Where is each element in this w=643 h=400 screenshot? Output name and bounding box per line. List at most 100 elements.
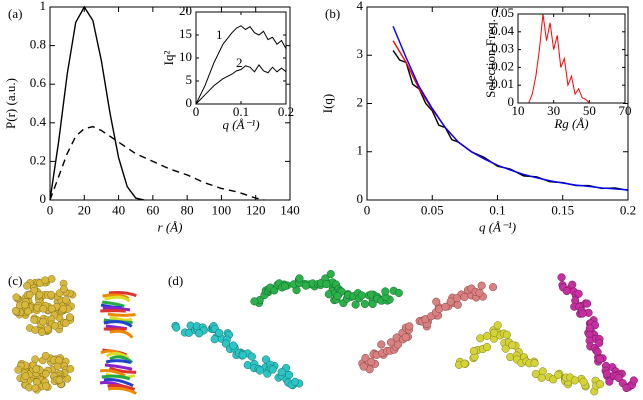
bead	[579, 377, 588, 386]
x-tick-label: 10	[512, 103, 525, 118]
bead	[172, 323, 181, 332]
inset-background	[518, 14, 625, 103]
y-tick-label: 1	[40, 0, 47, 13]
x-axis-label: q (Å⁻¹)	[479, 220, 516, 235]
y-tick-label: 0	[40, 191, 47, 206]
bead	[247, 352, 256, 361]
bead	[357, 291, 366, 300]
atom	[21, 300, 29, 309]
bead	[432, 297, 441, 306]
bead	[488, 283, 498, 292]
ribbon	[105, 352, 130, 360]
atom	[47, 290, 55, 299]
bead	[596, 380, 605, 389]
curve-annotation: 2	[236, 55, 243, 70]
y-tick-label: 0.05	[491, 5, 514, 20]
y-tick-label: 0.02	[491, 58, 514, 73]
x-tick-label: 0.2	[620, 203, 636, 218]
bead	[629, 376, 638, 385]
y-tick-label: 1	[357, 143, 364, 158]
bead	[595, 354, 605, 363]
ribbon	[102, 300, 125, 308]
atom	[47, 275, 56, 283]
bead	[583, 299, 592, 308]
panel-label: (d)	[168, 273, 183, 288]
atom	[62, 296, 70, 304]
ribbon	[107, 312, 136, 317]
bead	[490, 328, 499, 337]
x-axis-label: r (Å)	[158, 220, 183, 235]
atom	[42, 382, 50, 390]
ribbon	[99, 368, 126, 377]
atom	[51, 321, 59, 330]
plot-frame	[49, 6, 291, 201]
data-line	[49, 125, 265, 201]
atom	[21, 372, 30, 381]
bead	[453, 300, 462, 309]
atom	[25, 290, 34, 299]
y-tick-label: 0.04	[491, 23, 514, 38]
bead	[333, 291, 342, 300]
x-tick-label: 0.05	[421, 203, 444, 218]
bead	[537, 373, 546, 382]
x-tick-label: 40	[112, 203, 125, 218]
x-axis-label: q (Å⁻¹)	[222, 117, 259, 132]
bead	[452, 294, 462, 303]
y-axis-label: P(r) (a.u.)	[3, 78, 18, 129]
x-tick-label: 60	[146, 203, 159, 218]
y-tick-label: 0.03	[491, 41, 514, 56]
bead	[280, 282, 289, 291]
bead	[291, 377, 300, 386]
atom	[41, 276, 49, 285]
ribbon	[103, 320, 133, 328]
molecule-images	[11, 270, 638, 396]
bead	[614, 373, 623, 382]
data-line	[392, 40, 498, 166]
atom	[60, 285, 68, 293]
x-tick-label: 80	[181, 203, 194, 218]
bead	[477, 281, 486, 290]
y-axis-label: I(q)	[320, 94, 335, 114]
y-axis-label: Iq²	[161, 51, 176, 66]
x-tick-label: 140	[280, 203, 300, 218]
y-tick-label: 0	[508, 94, 515, 109]
bead	[568, 280, 577, 289]
bead	[394, 288, 403, 298]
data-line	[49, 5, 145, 201]
x-tick-label: 120	[246, 203, 266, 218]
bead	[405, 322, 414, 331]
bead	[562, 286, 571, 296]
y-tick-label: 15	[179, 26, 192, 41]
ribbon	[101, 374, 131, 381]
bead	[401, 333, 410, 342]
y-tick-label: 0.4	[30, 114, 47, 129]
bead	[351, 300, 360, 309]
atom	[31, 355, 39, 364]
ribbon	[108, 291, 137, 298]
bead	[368, 299, 377, 308]
bead	[285, 370, 294, 380]
y-tick-label: 10	[179, 49, 192, 64]
data-line	[392, 26, 629, 191]
bead	[255, 366, 264, 375]
bead	[460, 359, 469, 368]
ribbon	[104, 295, 131, 303]
y-tick-label: 0.01	[491, 76, 514, 91]
bead	[574, 289, 583, 298]
bead	[554, 370, 563, 379]
bead	[605, 377, 614, 386]
y-tick-label: 0.8	[30, 37, 46, 52]
atom	[41, 370, 50, 378]
atom	[43, 325, 52, 333]
atom	[14, 366, 23, 374]
bead	[460, 293, 469, 302]
bead	[482, 343, 492, 352]
ribbon	[109, 315, 133, 322]
bead	[238, 351, 247, 360]
y-tick-label: 5	[186, 72, 193, 87]
y-tick-label: 0.2	[30, 152, 46, 167]
x-tick-label: 50	[583, 103, 596, 118]
bead	[578, 309, 587, 318]
ribbon	[103, 378, 134, 388]
bead	[215, 328, 224, 337]
